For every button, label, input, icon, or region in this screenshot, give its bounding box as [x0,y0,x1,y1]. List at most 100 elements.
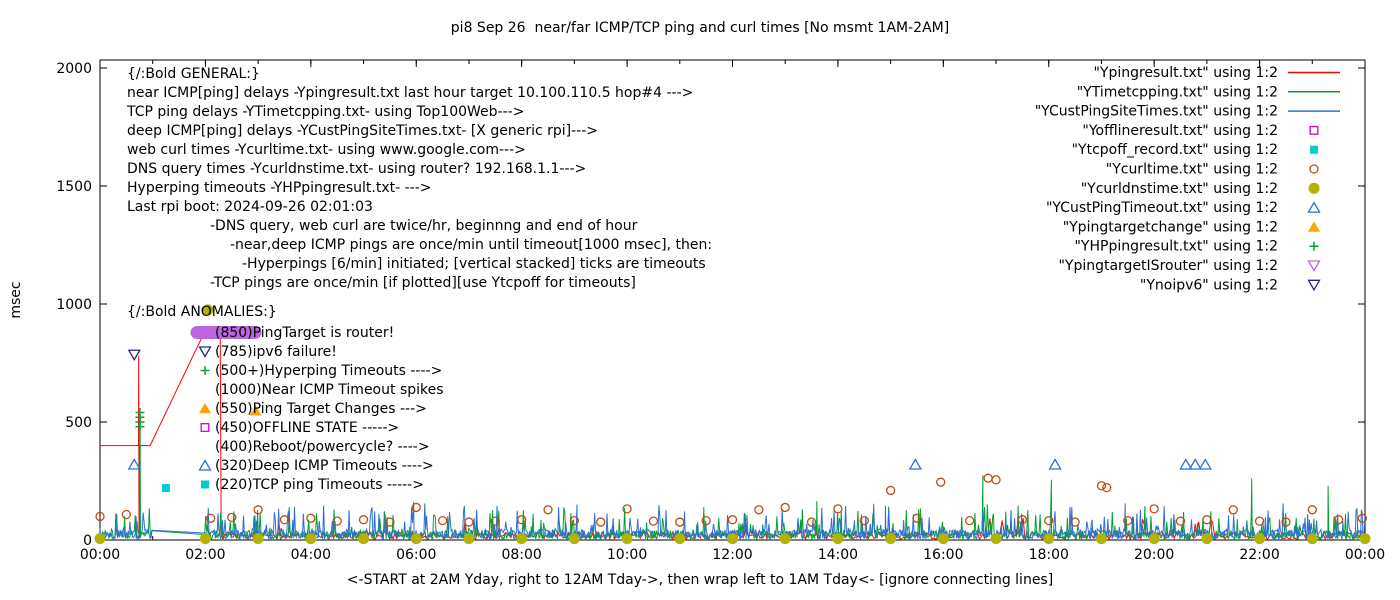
triangle-open-marker [1179,458,1193,470]
circle-open-marker [206,513,216,523]
circle-marker [990,533,1002,545]
legend-label: "YCustPingTimeout.txt" using 1:2 [1046,200,1278,216]
annotation-text: (550)Ping Target Changes ---> [215,401,427,417]
circle-open-marker [1070,517,1080,527]
circle-marker [727,533,738,545]
y-tick-label: 2000 [56,61,92,77]
legend-entry-Ytcpoffrecordtxt: "Ytcpoff_record.txt" using 1:2 [1072,142,1318,158]
square-open-marker [200,423,210,432]
circle-open-marker [1123,515,1133,526]
triangle-down-open-marker [127,349,141,362]
annotation-text: deep ICMP[ping] delays -YCustPingSiteTim… [127,123,598,139]
legend-entry-YHPpingresulttxt: "YHPpingresult.txt" using 1:2 [1074,239,1319,255]
x-tick-label: 22:00 [1239,547,1279,563]
square-marker [201,480,209,489]
triangle-down-open-marker [198,346,212,358]
circle-marker [674,533,686,545]
annotation-text: (850)PingTarget is router! [215,325,394,341]
circle-open-marker [912,513,922,523]
triangle-down-open-marker [1307,279,1321,292]
square-marker [161,484,170,493]
circle-open-marker [1357,513,1368,523]
legend-label: "YHPpingresult.txt" using 1:2 [1074,239,1278,255]
series-Ypingtargetchange [249,405,262,416]
x-tick-label: 16:00 [923,547,963,563]
legend-label: "Ypingresult.txt" using 1:2 [1093,65,1278,81]
triangle-open-marker [1307,201,1321,213]
circle-open-marker [411,502,421,513]
annotation-text: {/:Bold GENERAL:} [127,66,260,82]
circle-open-marker [648,516,659,526]
annotation-text: -near,deep ICMP pings are once/min until… [230,237,712,253]
circle-marker [199,533,211,545]
y-tick-label: 500 [65,415,92,431]
circle-open-marker [1309,164,1319,174]
legend-label: "Ynoipv6" using 1:2 [1140,277,1278,293]
circle-open-marker [727,515,738,525]
series-YCustPingTimeouttxt [127,458,1212,470]
series-Ytcpoffrecordtxt [161,484,170,493]
circle-open-marker [1333,515,1344,525]
legend-entry-Yofflineresulttxt: "Yofflineresult.txt" using 1:2 [1082,123,1319,139]
annotation-text: (320)Deep ICMP Timeouts ----> [215,458,434,474]
line-YCustPingSiteTimestxt [99,502,1366,542]
circle-marker [1095,533,1107,545]
circle-marker [1306,533,1318,545]
circle-open-marker [983,473,993,483]
x-tick-label: 18:00 [1029,547,1069,563]
x-tick-label: 20:00 [1134,547,1174,563]
circle-open-marker [385,517,395,527]
legend-entry-Ycurltimetxt: "Ycurltime.txt" using 1:2 [1106,162,1319,178]
x-tick-label: 02:00 [185,547,225,563]
circle-open-marker [1175,516,1186,526]
x-tick-label: 14:00 [818,547,858,563]
triangle-down-open-marker [1307,260,1321,272]
circle-open-marker [332,516,342,526]
circle-marker [202,304,214,316]
circle-marker [463,533,475,545]
x-tick-label: 04:00 [291,547,331,563]
circle-marker [1359,533,1371,545]
y-tick-label: 0 [83,533,92,549]
circle-open-marker [991,475,1001,485]
annotation-text: -Hyperpings [6/min] initiated; [vertical… [242,256,706,272]
circle-marker [358,533,370,545]
triangle-open-marker [908,458,923,470]
circle-open-marker [1202,515,1212,525]
circle-marker [305,533,317,545]
legend-entry-YTimetcppingtxt: "YTimetcpping.txt" using 1:2 [1077,84,1340,100]
x-tick-label: 12:00 [712,547,752,563]
annotation-text: TCP ping delays -YTimetcpping.txt- using… [126,104,524,120]
x-tick-label: 00:00 [1345,547,1385,563]
circle-marker [1043,533,1055,545]
annotation-text: (500+)Hyperping Timeouts ----> [215,363,442,379]
circle-open-marker [227,512,237,522]
circle-open-marker [965,515,975,526]
circle-marker [621,533,633,545]
legend-label: "Yofflineresult.txt" using 1:2 [1082,123,1278,139]
plus-marker [200,366,210,375]
triangle-open-marker [1048,458,1062,470]
annotation-text: (400)Reboot/powercycle? ----> [215,439,430,455]
circle-marker [410,533,422,545]
circle-open-marker [754,505,764,515]
annotation-text: (1000)Near ICMP Timeout spikes [215,382,444,398]
circle-open-marker [936,477,946,487]
legend: "Ypingresult.txt" using 1:2 "YTimetcpping… [1035,65,1340,293]
legend-entry-Ypingresulttxt: "Ypingresult.txt" using 1:2 [1093,65,1340,81]
circle-marker [937,533,949,545]
chart-title: pi8 Sep 26 near/far ICMP/TCP ping and cu… [450,20,950,36]
circle-open-marker [1149,504,1159,514]
circle-open-marker [806,517,817,527]
circle-open-marker [1096,481,1107,491]
triangle-open-marker [198,459,212,471]
circle-open-marker [885,485,896,496]
legend-entry-Ypingtargetchange: "Ypingtargetchange" using 1:2 [1063,219,1320,235]
annotation-text: near ICMP[ping] delays -Ypingresult.txt … [127,85,693,101]
circle-marker [779,533,791,545]
circle-open-marker [1254,516,1265,526]
series-Ycurltimetxt [95,473,1368,527]
annotation-text: -TCP pings are once/min [if plotted][use… [210,275,636,291]
